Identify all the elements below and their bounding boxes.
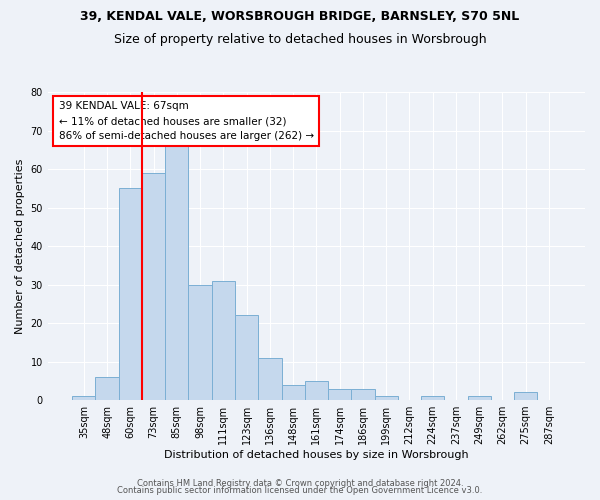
Bar	[142, 173, 165, 400]
Text: Size of property relative to detached houses in Worsbrough: Size of property relative to detached ho…	[113, 32, 487, 46]
Bar	[119, 188, 142, 400]
Bar	[421, 396, 445, 400]
Text: 39, KENDAL VALE, WORSBROUGH BRIDGE, BARNSLEY, S70 5NL: 39, KENDAL VALE, WORSBROUGH BRIDGE, BARN…	[80, 10, 520, 23]
Text: Contains HM Land Registry data © Crown copyright and database right 2024.: Contains HM Land Registry data © Crown c…	[137, 478, 463, 488]
Bar	[188, 284, 212, 400]
Text: Contains public sector information licensed under the Open Government Licence v3: Contains public sector information licen…	[118, 486, 482, 495]
Bar	[212, 280, 235, 400]
Text: 39 KENDAL VALE: 67sqm
← 11% of detached houses are smaller (32)
86% of semi-deta: 39 KENDAL VALE: 67sqm ← 11% of detached …	[59, 101, 314, 141]
Bar	[514, 392, 538, 400]
Bar	[281, 384, 305, 400]
Bar	[258, 358, 281, 400]
Bar	[72, 396, 95, 400]
Bar	[95, 377, 119, 400]
Y-axis label: Number of detached properties: Number of detached properties	[15, 158, 25, 334]
X-axis label: Distribution of detached houses by size in Worsbrough: Distribution of detached houses by size …	[164, 450, 469, 460]
Bar	[328, 388, 351, 400]
Bar	[374, 396, 398, 400]
Bar	[235, 316, 258, 400]
Bar	[305, 381, 328, 400]
Bar	[351, 388, 374, 400]
Bar	[165, 142, 188, 400]
Bar	[467, 396, 491, 400]
